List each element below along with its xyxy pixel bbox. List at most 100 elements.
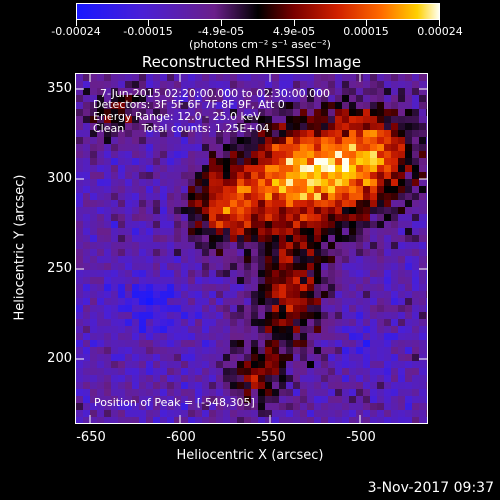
heatmap-cell <box>258 270 265 277</box>
heatmap-cell <box>335 410 342 417</box>
heatmap-cell <box>342 361 349 368</box>
heatmap-cell <box>398 116 405 123</box>
heatmap-cell <box>223 74 230 81</box>
heatmap-cell <box>405 389 412 396</box>
heatmap-cell <box>76 165 83 172</box>
heatmap-cell <box>111 305 118 312</box>
heatmap-cell <box>314 361 321 368</box>
heatmap-cell <box>181 102 188 109</box>
heatmap-cell <box>307 333 314 340</box>
heatmap-cell <box>90 403 97 410</box>
heatmap-cell <box>384 312 391 319</box>
heatmap-cell <box>377 354 384 361</box>
heatmap-cell <box>97 403 104 410</box>
heatmap-cell <box>160 207 167 214</box>
heatmap-cell <box>153 242 160 249</box>
heatmap-cell <box>125 410 132 417</box>
heatmap-cell <box>356 263 363 270</box>
heatmap-cell <box>167 193 174 200</box>
heatmap-cell <box>258 291 265 298</box>
heatmap-cell <box>216 130 223 137</box>
heatmap-cell <box>370 347 377 354</box>
heatmap-cell <box>174 95 181 102</box>
x-axis-label: Heliocentric X (arcsec) <box>176 448 324 463</box>
heatmap-cell <box>391 165 398 172</box>
heatmap-cell <box>125 333 132 340</box>
heatmap-cell <box>223 165 230 172</box>
heatmap-cell <box>419 270 426 277</box>
heatmap-cell <box>426 298 427 305</box>
heatmap-cell <box>258 81 265 88</box>
heatmap-cell <box>307 305 314 312</box>
heatmap-cell <box>349 102 356 109</box>
heatmap-cell <box>167 354 174 361</box>
heatmap-cell <box>153 298 160 305</box>
heatmap-cell <box>244 361 251 368</box>
heatmap-cell <box>209 193 216 200</box>
heatmap-cell <box>391 242 398 249</box>
heatmap-cell <box>391 109 398 116</box>
heatmap-cell <box>314 116 321 123</box>
heatmap-cell <box>356 284 363 291</box>
heatmap-cell <box>321 375 328 382</box>
heatmap-cell <box>244 221 251 228</box>
heatmap-cell <box>174 319 181 326</box>
heatmap-cell <box>111 214 118 221</box>
heatmap-cell <box>202 242 209 249</box>
heatmap-cell <box>321 256 328 263</box>
heatmap-cell <box>349 291 356 298</box>
heatmap-cell <box>286 354 293 361</box>
heatmap-cell <box>426 410 427 417</box>
heatmap-cell <box>104 179 111 186</box>
heatmap-cell <box>370 200 377 207</box>
heatmap-cell <box>104 319 111 326</box>
heatmap-cell <box>314 249 321 256</box>
heatmap-cell <box>111 382 118 389</box>
heatmap-cell <box>370 235 377 242</box>
heatmap-cell <box>398 165 405 172</box>
heatmap-cell <box>349 130 356 137</box>
heatmap-cell <box>398 158 405 165</box>
heatmap-cell <box>160 382 167 389</box>
heatmap-cell <box>188 333 195 340</box>
heatmap-cell <box>132 410 139 417</box>
heatmap-cell <box>412 116 419 123</box>
heatmap-cell <box>146 123 153 130</box>
heatmap-cell <box>181 249 188 256</box>
heatmap-cell <box>188 263 195 270</box>
heatmap-cell <box>342 354 349 361</box>
heatmap-cell <box>181 298 188 305</box>
heatmap-cell <box>286 221 293 228</box>
heatmap-cell <box>160 172 167 179</box>
heatmap-cell <box>188 417 195 423</box>
heatmap-cell <box>363 389 370 396</box>
heatmap-cell <box>97 186 104 193</box>
heatmap-cell <box>419 368 426 375</box>
heatmap-cell <box>426 116 427 123</box>
heatmap-cell <box>398 137 405 144</box>
heatmap-cell <box>160 165 167 172</box>
heatmap-cell <box>251 340 258 347</box>
heatmap-cell <box>118 123 125 130</box>
heatmap-cell <box>160 158 167 165</box>
heatmap-cell <box>83 389 90 396</box>
heatmap-cell <box>188 221 195 228</box>
heatmap-cell <box>391 326 398 333</box>
heatmap-cell <box>118 74 125 81</box>
heatmap-cell <box>286 263 293 270</box>
heatmap-cell <box>300 193 307 200</box>
heatmap-cell <box>356 396 363 403</box>
heatmap-cell <box>370 207 377 214</box>
heatmap-cell <box>272 389 279 396</box>
heatmap-cell <box>419 95 426 102</box>
heatmap-cell <box>139 368 146 375</box>
heatmap-cell <box>251 284 258 291</box>
heatmap-cell <box>384 165 391 172</box>
heatmap-cell <box>111 249 118 256</box>
heatmap-cell <box>132 298 139 305</box>
heatmap-cell <box>195 284 202 291</box>
heatmap-cell <box>419 389 426 396</box>
heatmap-cell <box>370 277 377 284</box>
heatmap-cell <box>181 263 188 270</box>
heatmap-cell <box>363 312 370 319</box>
